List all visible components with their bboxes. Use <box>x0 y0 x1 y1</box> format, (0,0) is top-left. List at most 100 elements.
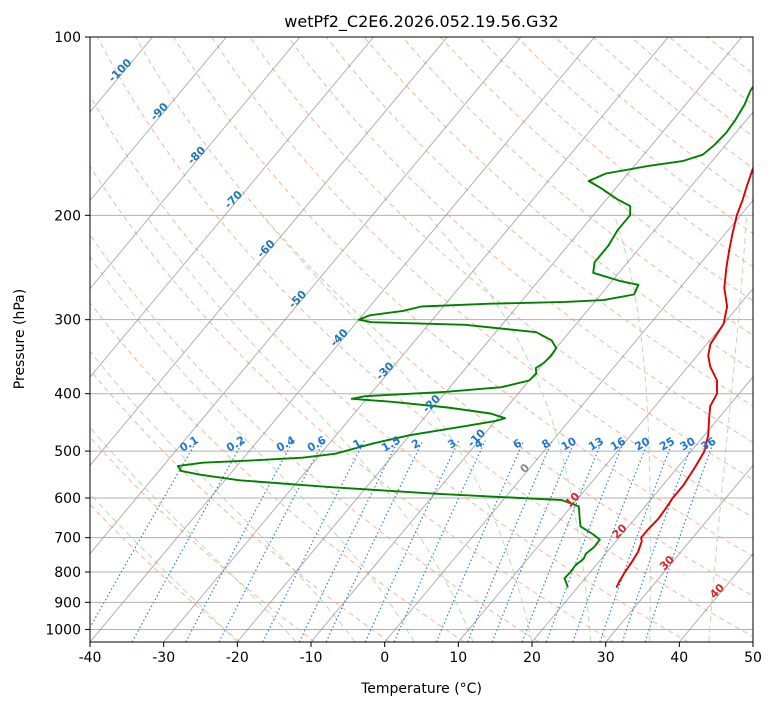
mixing-ratio-line <box>298 440 399 642</box>
y-tick-label: 500 <box>54 444 81 460</box>
moist-adiabat-line <box>708 215 747 642</box>
isotherm-layer <box>0 37 753 642</box>
mixing-ratio-line <box>572 440 649 642</box>
dry-adiabat-line <box>96 37 753 638</box>
moist-adiabat-line <box>261 214 533 642</box>
mixing-ratio-line <box>325 440 424 642</box>
axis-layer: -40 -30 -20 -10 0 10 20 30 40 5010020030040050060… <box>45 30 762 666</box>
dry-adiabat-line <box>90 301 465 642</box>
plot-frame <box>89 36 754 643</box>
isotherm-label: -40 <box>328 326 351 349</box>
y-tick-label: 1000 <box>45 622 81 638</box>
moist-adiabat-line <box>90 426 297 642</box>
isotherm-label: 20 <box>610 521 630 541</box>
mixing-ratio-line <box>185 440 294 642</box>
isotherm-line <box>236 37 743 642</box>
dry-adiabat-line <box>90 165 614 642</box>
y-tick-label: 800 <box>54 565 81 581</box>
isotherm-line <box>605 464 753 642</box>
mixing-ratio-label: 2 <box>409 437 422 452</box>
dry-adiabat-line <box>90 369 390 642</box>
mixing-ratio-line <box>435 440 525 642</box>
isotherm-line <box>90 37 227 202</box>
dry-adiabat-line <box>211 37 753 519</box>
dry-adiabat-line <box>287 37 753 444</box>
isotherm-line <box>90 37 301 290</box>
x-tick-label: 20 <box>523 650 541 666</box>
mixing-ratio-line <box>131 440 244 642</box>
isotherm-label: -20 <box>420 392 443 415</box>
isotherm-label: -50 <box>286 288 309 311</box>
isotherm-label: -80 <box>185 144 208 167</box>
x-tick-label: 30 <box>597 650 615 666</box>
dry-adiabat-line <box>90 503 241 642</box>
isotherm-label: 40 <box>707 581 727 601</box>
x-tick-label: 50 <box>744 650 762 666</box>
y-axis-label: Pressure (hPa) <box>12 289 28 389</box>
isotherm-label: 0 <box>518 461 533 476</box>
x-tick-label: 0 <box>380 650 389 666</box>
mixing-ratio-line <box>393 440 486 642</box>
dry-adiabat-line <box>592 37 753 169</box>
mixing-ratio-label: 8 <box>539 437 552 452</box>
x-tick-label: -10 <box>300 650 323 666</box>
dewpoint-line <box>176 85 753 588</box>
dry-adiabat-line <box>668 37 753 106</box>
dry-adiabat-line <box>90 94 689 642</box>
isotherm-line <box>0 37 5 642</box>
isotherm-line <box>90 37 448 467</box>
mixing-ratio-line <box>90 440 198 629</box>
y-tick-label: 600 <box>54 491 81 507</box>
isotherm-line <box>457 288 753 642</box>
isotherm-line <box>678 552 753 642</box>
x-tick-label: -20 <box>226 650 249 666</box>
moist-adiabat-line <box>90 256 415 642</box>
moist-adiabat-line <box>427 214 592 642</box>
x-tick-label: -30 <box>152 650 175 666</box>
isotherm-line <box>90 37 522 555</box>
y-tick-label: 400 <box>54 387 81 403</box>
x-tick-label: 10 <box>449 650 467 666</box>
y-tick-label: 200 <box>54 208 81 224</box>
y-tick-label: 700 <box>54 531 81 547</box>
dry-adiabat-line <box>134 37 753 597</box>
isotherm-label: -90 <box>148 100 171 123</box>
moist-adiabat-line <box>90 493 238 642</box>
chart-title: wetPf2_C2E6.2026.052.19.56.G32 <box>284 12 558 32</box>
mixing-ratio-label: 3 <box>445 437 458 452</box>
dry-adiabat-line <box>401 37 753 336</box>
isotherm-line <box>310 111 753 642</box>
mixing-ratio-line <box>599 440 674 642</box>
isotherm-line <box>752 641 753 642</box>
mixing-ratio-layer <box>90 440 715 642</box>
isotherm-line <box>163 37 669 642</box>
contour-label-layer: 0.1 0.2 0.4 0.6 1 1.5 2 3 4 6 8 10 13 16 20 25 30 36-100-… <box>106 56 728 601</box>
mixing-ratio-line <box>218 440 325 642</box>
moist-adiabat-line <box>90 350 356 642</box>
mixing-ratio-line <box>364 440 460 642</box>
moist-adiabat-layer <box>90 214 747 642</box>
y-tick-label: 900 <box>54 595 81 611</box>
dry-adiabat-line <box>90 234 540 642</box>
temperature-line <box>615 165 753 589</box>
isotherm-label: -10 <box>465 426 488 449</box>
dry-adiabat-line <box>90 436 316 642</box>
moist-adiabat-line <box>613 215 651 642</box>
grid-layer <box>90 37 753 630</box>
mixing-ratio-line <box>621 440 694 642</box>
mixing-ratio-line <box>644 440 715 642</box>
mixing-ratio-line <box>466 440 553 642</box>
isotherm-label: -60 <box>254 237 277 260</box>
y-tick-label: 100 <box>54 30 81 46</box>
x-axis-label: Temperature (°C) <box>360 681 482 697</box>
dry-adiabat-layer <box>90 37 753 642</box>
isotherm-line <box>90 37 374 378</box>
isotherm-label: 30 <box>657 553 677 573</box>
mixing-ratio-line <box>545 440 625 642</box>
x-tick-label: -40 <box>79 650 102 666</box>
series-layer <box>176 85 753 589</box>
moist-adiabat-line <box>145 215 474 642</box>
x-tick-label: 40 <box>670 650 688 666</box>
isotherm-line <box>384 199 753 642</box>
isotherm-line <box>90 37 595 642</box>
